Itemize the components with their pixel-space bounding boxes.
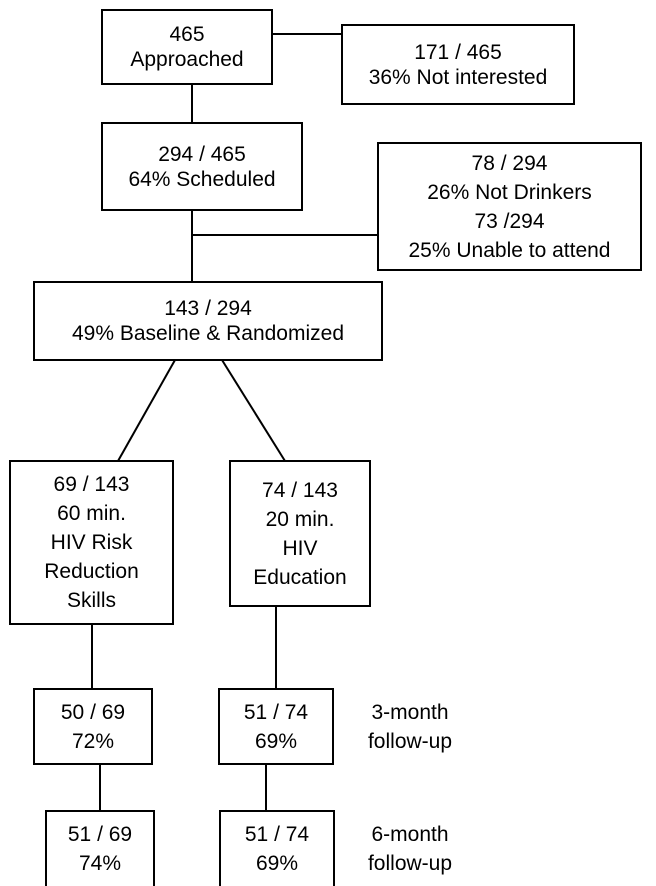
risk-3month-fraction: 50 / 69: [60, 700, 126, 724]
education-6month-percent: 69%: [255, 852, 299, 875]
education-arm-line-1: HIV: [282, 536, 318, 560]
education-3month-fraction: 51 / 74: [243, 700, 309, 724]
scheduled-fraction: 294 / 465: [158, 142, 246, 166]
unable-fraction: 73 /294: [474, 209, 545, 233]
unable-label: 25% Unable to attend: [408, 238, 611, 262]
followup-3month-label: 3-month follow-up: [350, 698, 470, 756]
education-arm-duration: 20 min.: [265, 507, 335, 531]
education-3month-percent: 69%: [254, 729, 298, 753]
followup-6month-label-line-2: follow-up: [367, 852, 453, 875]
risk-arm-fraction: 69 / 143: [53, 473, 130, 496]
scheduled-label: 64% Scheduled: [128, 167, 276, 191]
not-interested-fraction: 171 / 465: [414, 40, 502, 64]
not-drinkers-fraction: 78 / 294: [471, 151, 548, 175]
risk-6month-box: 51 / 69 74%: [45, 810, 155, 886]
risk-6month-fraction: 51 / 69: [67, 823, 133, 846]
randomized-fraction: 143 / 294: [164, 297, 252, 320]
education-arm-line-2: Education: [253, 565, 347, 589]
risk-arm-line-3: Skills: [66, 589, 116, 612]
connector-randomized-to-risk-arm: [117, 359, 176, 462]
not-interested-label: 36% Not interested: [368, 65, 548, 89]
scheduled-box: 294 / 465 64% Scheduled: [101, 122, 303, 211]
risk-6month-percent: 74%: [78, 852, 122, 875]
education-arm-box: 74 / 143 20 min. HIV Education: [229, 460, 371, 607]
risk-reduction-arm-box: 69 / 143 60 min. HIV Risk Reduction Skil…: [9, 460, 174, 625]
approached-label: Approached: [130, 48, 244, 71]
education-6month-fraction: 51 / 74: [244, 823, 310, 846]
randomized-label: 49% Baseline & Randomized: [72, 322, 344, 345]
education-6month-box: 51 / 74 69%: [219, 810, 335, 886]
risk-arm-duration: 60 min.: [57, 502, 126, 525]
followup-6month-label-line-1: 6-month: [371, 823, 449, 846]
not-interested-box: 171 / 465 36% Not interested: [341, 24, 575, 105]
approached-box: 465 Approached: [101, 9, 273, 85]
connector-randomized-to-education-arm: [221, 359, 286, 462]
education-arm-fraction: 74 / 143: [262, 478, 338, 502]
followup-3month-label-line-1: 3-month: [371, 701, 449, 724]
approached-count: 465: [169, 23, 205, 46]
education-3month-box: 51 / 74 69%: [218, 688, 334, 765]
risk-3month-box: 50 / 69 72%: [33, 688, 153, 765]
risk-arm-line-2: Reduction: [44, 560, 139, 583]
risk-3month-percent: 72%: [71, 729, 115, 753]
randomized-box: 143 / 294 49% Baseline & Randomized: [33, 281, 383, 361]
not-drinkers-label: 26% Not Drinkers: [427, 180, 592, 204]
followup-3month-label-line-2: follow-up: [367, 730, 453, 753]
excluded-box: 78 / 294 26% Not Drinkers 73 /294 25% Un…: [377, 142, 642, 271]
followup-6month-label: 6-month follow-up: [350, 820, 470, 878]
risk-arm-line-1: HIV Risk: [50, 531, 133, 554]
